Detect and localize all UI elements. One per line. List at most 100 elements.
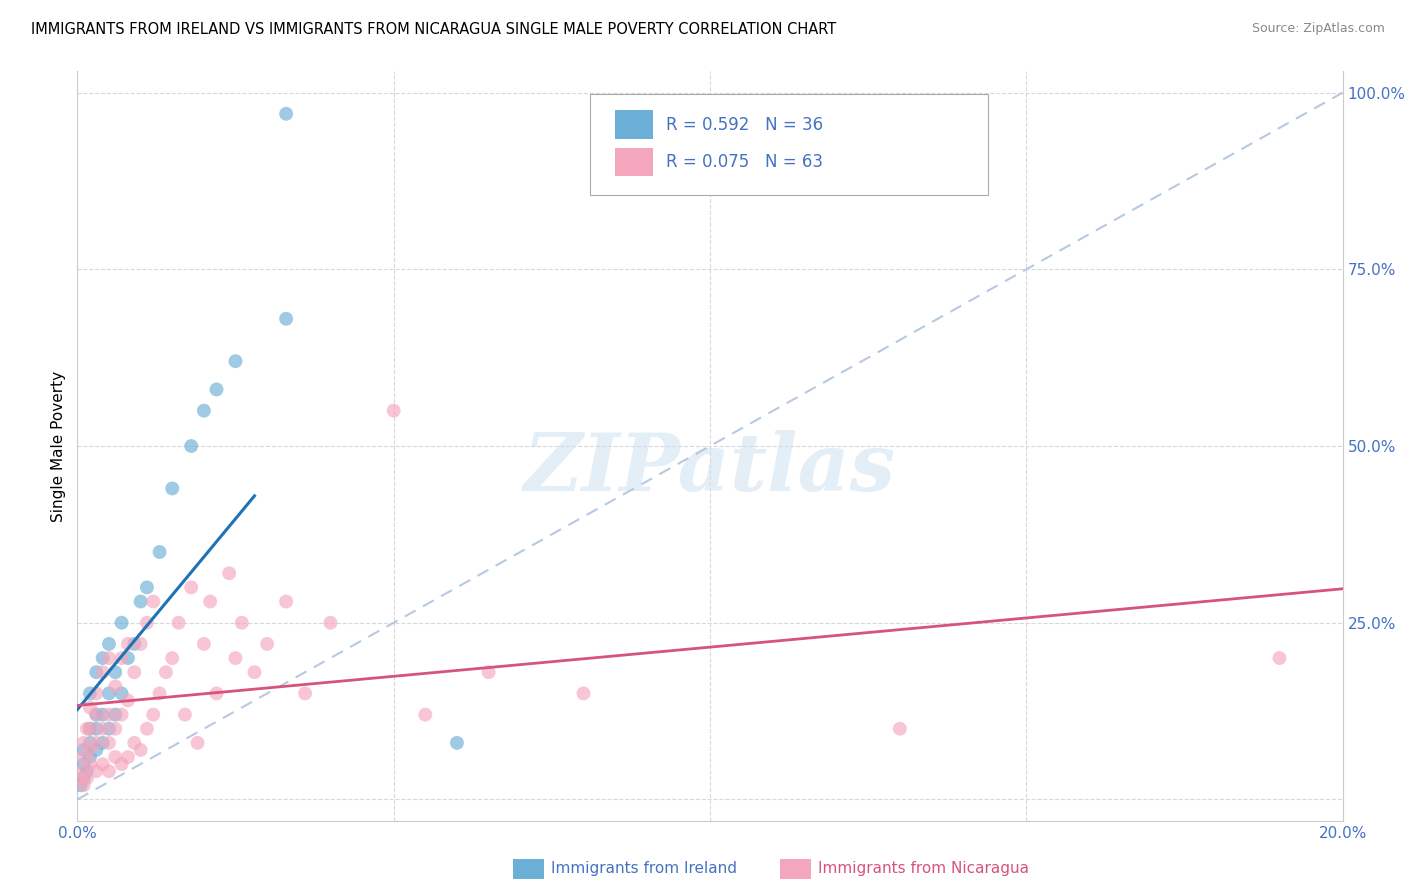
Point [91, 651, 114, 665]
Point [142, 707, 165, 722]
Point [79, 722, 101, 736]
Point [319, 615, 342, 630]
Point [73, 771, 96, 785]
Point [86, 743, 108, 757]
Point [117, 693, 139, 707]
Point [69, 771, 91, 785]
Text: R = 0.592   N = 36: R = 0.592 N = 36 [666, 116, 823, 134]
Point [111, 707, 132, 722]
Point [86, 736, 108, 750]
Point [256, 637, 278, 651]
Point [79, 743, 101, 757]
Point [135, 722, 157, 736]
Point [174, 707, 197, 722]
Point [129, 637, 152, 651]
Point [225, 651, 247, 665]
Point [205, 383, 228, 397]
Point [129, 743, 152, 757]
Point [200, 594, 222, 608]
Point [69, 778, 91, 792]
Point [149, 545, 172, 559]
Point [91, 665, 114, 680]
Point [274, 594, 298, 608]
Point [86, 722, 108, 736]
Point [98, 651, 120, 665]
Point [98, 707, 120, 722]
Point [76, 771, 98, 785]
Point [111, 686, 132, 700]
FancyBboxPatch shape [591, 94, 988, 195]
Point [79, 757, 101, 772]
Point [117, 651, 139, 665]
Point [98, 637, 120, 651]
Point [76, 764, 98, 779]
Point [382, 403, 405, 417]
Point [186, 736, 209, 750]
Bar [616, 111, 654, 139]
Point [1268, 651, 1291, 665]
Point [86, 686, 108, 700]
Point [193, 637, 215, 651]
Text: ZIPatlas: ZIPatlas [524, 430, 896, 508]
Point [162, 651, 183, 665]
Point [91, 707, 114, 722]
Point [889, 722, 911, 736]
Text: Source: ZipAtlas.com: Source: ZipAtlas.com [1251, 22, 1385, 36]
Point [91, 722, 114, 736]
Point [104, 665, 127, 680]
Point [104, 750, 127, 764]
Point [117, 637, 139, 651]
Point [124, 637, 146, 651]
Point [413, 707, 436, 722]
Point [91, 757, 114, 772]
Point [79, 686, 101, 700]
Point [104, 707, 127, 722]
Point [274, 311, 298, 326]
Point [86, 764, 108, 779]
Point [86, 707, 108, 722]
Point [124, 736, 146, 750]
Point [117, 750, 139, 764]
Point [73, 757, 96, 772]
Text: IMMIGRANTS FROM IRELAND VS IMMIGRANTS FROM NICARAGUA SINGLE MALE POVERTY CORRELA: IMMIGRANTS FROM IRELAND VS IMMIGRANTS FR… [31, 22, 837, 37]
Point [155, 665, 177, 680]
Text: R = 0.075   N = 63: R = 0.075 N = 63 [666, 153, 823, 171]
Point [129, 594, 152, 608]
Text: Immigrants from Nicaragua: Immigrants from Nicaragua [818, 862, 1029, 876]
Point [180, 580, 202, 594]
Point [79, 700, 101, 714]
Point [142, 594, 165, 608]
Point [79, 750, 101, 764]
Point [243, 665, 266, 680]
Point [193, 403, 215, 417]
Point [91, 736, 114, 750]
Point [135, 615, 157, 630]
Point [477, 665, 501, 680]
Point [135, 580, 157, 594]
Point [86, 707, 108, 722]
Point [98, 686, 120, 700]
Point [111, 651, 132, 665]
Y-axis label: Single Male Poverty: Single Male Poverty [51, 370, 66, 522]
Point [111, 615, 132, 630]
Point [274, 107, 298, 121]
Point [86, 665, 108, 680]
Point [149, 686, 172, 700]
Point [73, 743, 96, 757]
Point [218, 566, 240, 581]
Point [73, 778, 96, 792]
Point [104, 722, 127, 736]
Point [79, 736, 101, 750]
Point [98, 764, 120, 779]
Point [572, 686, 595, 700]
Point [205, 686, 228, 700]
Point [76, 722, 98, 736]
Point [225, 354, 247, 368]
Bar [616, 148, 654, 177]
Point [98, 722, 120, 736]
Point [98, 736, 120, 750]
Point [446, 736, 468, 750]
Point [73, 736, 96, 750]
Point [162, 482, 183, 496]
Text: Immigrants from Ireland: Immigrants from Ireland [551, 862, 737, 876]
